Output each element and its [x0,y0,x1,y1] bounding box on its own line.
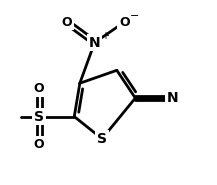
Text: +: + [101,31,109,41]
Text: O: O [34,82,44,95]
Text: O: O [62,16,72,29]
Text: S: S [34,110,44,124]
Text: N: N [89,36,100,50]
Text: S: S [97,132,107,146]
Text: O: O [34,138,44,151]
Text: N: N [166,91,178,105]
Text: O: O [119,16,130,29]
Text: −: − [130,11,139,21]
